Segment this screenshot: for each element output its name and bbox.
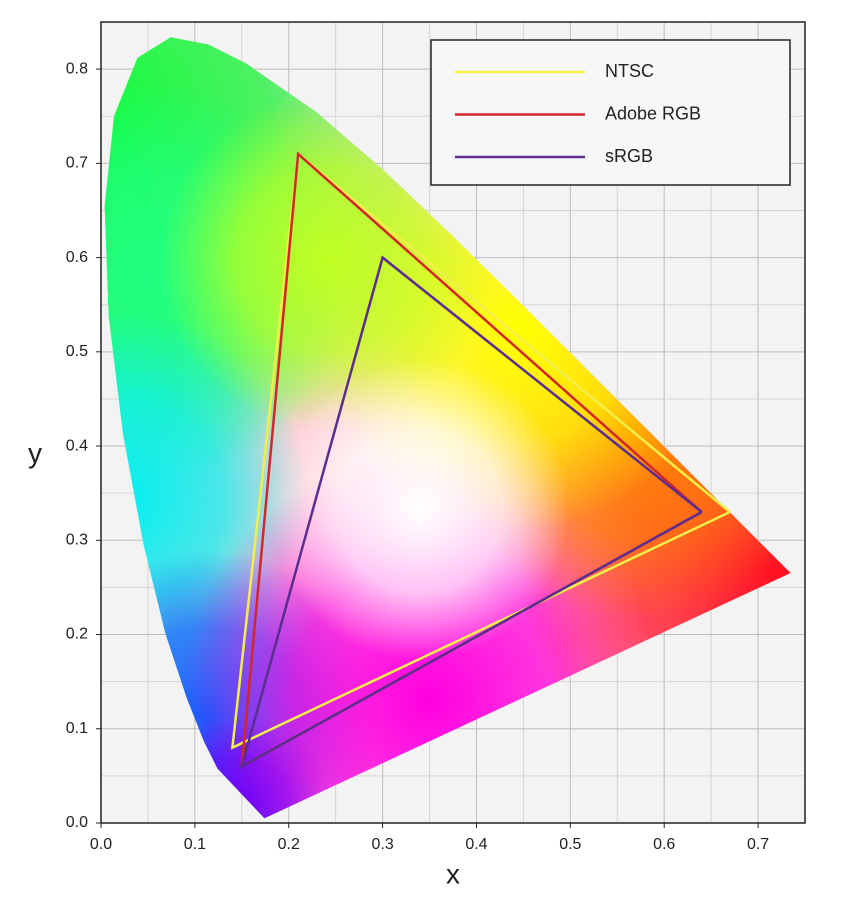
legend-label: NTSC bbox=[605, 61, 654, 81]
gamut-lines bbox=[230, 151, 731, 769]
x-tick-label: 0.1 bbox=[184, 836, 206, 853]
plot-frame bbox=[100, 21, 806, 824]
x-tick-label: 0.5 bbox=[559, 836, 581, 853]
gamut-line bbox=[230, 151, 731, 750]
y-tick-label: 0.0 bbox=[66, 814, 88, 831]
y-tick-label: 0.6 bbox=[66, 249, 88, 266]
x-tick-label: 0.3 bbox=[371, 836, 393, 853]
y-axis-label: y bbox=[28, 437, 42, 468]
legend-label: Adobe RGB bbox=[605, 103, 701, 123]
legend-box bbox=[430, 39, 791, 186]
y-tick-label: 0.7 bbox=[66, 155, 88, 172]
legend-label: sRGB bbox=[605, 146, 653, 166]
y-tick-label: 0.3 bbox=[66, 532, 88, 549]
x-tick-label: 0.6 bbox=[653, 836, 675, 853]
y-tick-label: 0.5 bbox=[66, 343, 88, 360]
x-tick-label: 0.2 bbox=[278, 836, 300, 853]
locus-color bbox=[270, 360, 570, 660]
y-tick-label: 0.1 bbox=[66, 720, 88, 737]
y-tick-label: 0.4 bbox=[66, 437, 88, 454]
y-tick-label: 0.8 bbox=[66, 60, 88, 77]
x-tick-label: 0.0 bbox=[90, 836, 112, 853]
x-tick-label: 0.7 bbox=[747, 836, 769, 853]
x-tick-label: 0.4 bbox=[465, 836, 487, 853]
legend: NTSC Adobe RGB sRGB bbox=[455, 61, 701, 166]
y-tick-label: 0.2 bbox=[66, 626, 88, 643]
gamut-line bbox=[239, 255, 703, 769]
x-axis-label: x bbox=[446, 858, 460, 889]
